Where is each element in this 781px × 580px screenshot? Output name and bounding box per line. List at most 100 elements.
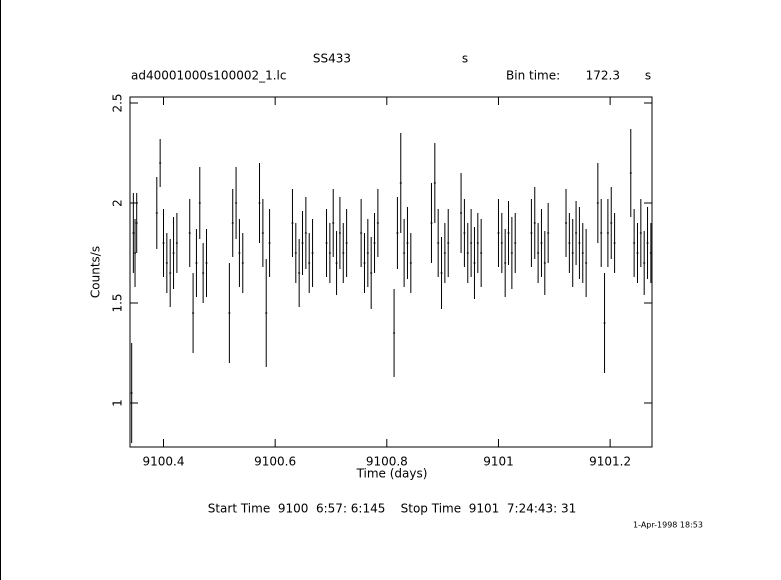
error-bar — [430, 183, 433, 263]
error-bar — [649, 223, 652, 283]
error-bar — [581, 223, 584, 283]
error-bar — [646, 207, 649, 279]
error-bar — [311, 219, 314, 287]
error-bar — [235, 167, 238, 239]
error-bar — [480, 219, 483, 287]
bin-value: 172.3 — [586, 69, 620, 83]
error-bar — [172, 217, 175, 289]
error-bar — [155, 177, 158, 249]
error-bar — [547, 203, 550, 263]
error-bar — [325, 209, 328, 277]
error-bar — [205, 229, 208, 297]
error-bar — [470, 209, 473, 277]
y-tick-label: 1 — [111, 399, 125, 407]
error-bar — [241, 233, 244, 293]
error-bar — [447, 209, 450, 277]
error-bar — [433, 143, 436, 223]
error-bar — [345, 209, 348, 277]
error-bar — [399, 133, 402, 233]
error-bar — [440, 237, 443, 309]
error-bar — [169, 239, 172, 307]
error-bar — [476, 213, 479, 273]
error-bar — [188, 199, 191, 267]
error-bar — [308, 233, 311, 293]
error-bar — [342, 223, 345, 283]
error-bar — [238, 219, 241, 287]
plot-frame — [129, 96, 653, 448]
date-stamp: 1-Apr-1998 18:53 — [633, 521, 703, 530]
error-bar — [363, 233, 366, 293]
error-bar — [533, 187, 536, 259]
error-bar — [360, 199, 363, 267]
error-bar — [510, 217, 513, 289]
error-bar — [335, 231, 338, 295]
error-bar — [568, 213, 571, 273]
error-bar — [613, 213, 616, 273]
error-bar — [437, 209, 440, 277]
y-axis-label: Counts/s — [89, 246, 103, 298]
bin-label: Bin time: — [506, 69, 560, 83]
error-bar — [575, 201, 578, 265]
chart-title: SS433 — [313, 52, 351, 66]
error-bar — [537, 223, 540, 283]
error-bar — [409, 233, 412, 293]
error-bar — [504, 229, 507, 297]
error-bar — [373, 213, 376, 273]
x-tick-label: 9101 — [483, 455, 514, 469]
y-tick-label: 2.5 — [111, 93, 125, 112]
error-bar — [258, 163, 261, 243]
x-tick-label: 9100.4 — [142, 455, 184, 469]
error-bar — [198, 167, 201, 239]
error-bar — [540, 209, 543, 277]
error-bar — [543, 231, 546, 295]
error-bar — [228, 263, 231, 363]
x-tick-label: 9100.8 — [366, 455, 408, 469]
error-bar — [268, 209, 271, 277]
error-bar — [265, 259, 268, 367]
error-bar — [497, 199, 500, 267]
x-tick-label: 9101.2 — [589, 455, 631, 469]
subtitle: ad40001000s100002_1.lc — [131, 69, 287, 83]
error-bar — [571, 219, 574, 287]
error-bar — [396, 197, 399, 269]
error-bar — [500, 213, 503, 273]
error-bar — [460, 173, 463, 253]
error-bar — [159, 139, 162, 187]
error-bar — [636, 223, 639, 283]
error-bar — [162, 209, 165, 277]
error-bar — [301, 211, 304, 275]
error-bar — [443, 223, 446, 283]
error-bar — [132, 193, 135, 273]
error-bar — [261, 199, 264, 267]
error-bar — [643, 231, 646, 295]
error-bar — [610, 187, 613, 259]
error-bar — [514, 213, 517, 273]
error-bar — [596, 163, 599, 243]
error-bar — [530, 199, 533, 267]
error-bar — [231, 189, 234, 257]
error-bar — [370, 237, 373, 309]
error-bar — [192, 273, 195, 353]
error-bar — [130, 343, 133, 443]
error-bar — [304, 197, 307, 269]
error-bar — [366, 219, 369, 287]
error-bar — [195, 229, 198, 297]
error-bar — [585, 229, 588, 297]
error-bar — [338, 197, 341, 269]
x-axis-label: Time (days) — [356, 467, 428, 481]
error-bar — [175, 213, 178, 273]
error-bar — [507, 201, 510, 265]
error-bar — [332, 189, 335, 257]
title-unit: s — [462, 52, 468, 66]
error-bar — [291, 189, 294, 257]
error-bar — [294, 223, 297, 283]
error-bar — [466, 223, 469, 283]
error-bar — [165, 233, 168, 293]
error-bar — [406, 207, 409, 279]
error-bar — [639, 199, 642, 267]
footer: Start Time 9100 6:57: 6:145 Stop Time 91… — [208, 502, 577, 516]
error-bar — [633, 209, 636, 277]
y-tick-label: 2 — [111, 199, 125, 207]
error-bar — [298, 239, 301, 307]
